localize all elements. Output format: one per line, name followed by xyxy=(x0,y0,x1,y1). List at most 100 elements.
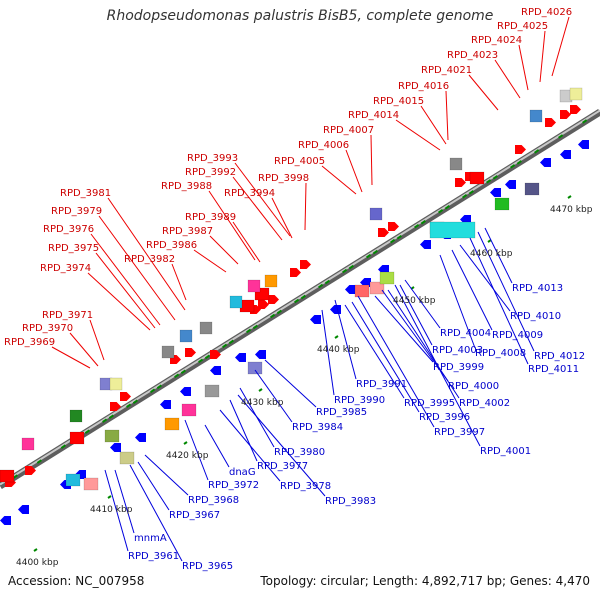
minus-gene-arrow xyxy=(310,315,321,324)
minus-gene-block xyxy=(494,197,510,211)
minus-gene-leader xyxy=(239,387,275,448)
minus-gene-arrow xyxy=(345,285,356,294)
minus-gene-leader xyxy=(477,231,535,352)
minus-gene-label: RPD_4004 xyxy=(440,328,491,339)
minus-gene-block xyxy=(429,221,476,239)
plus-gene-label: RPD_3975 xyxy=(48,243,99,254)
track-tick-outer-plus xyxy=(510,164,516,169)
minus-gene-leader xyxy=(399,284,433,346)
minus-gene-arrow xyxy=(360,278,371,287)
minus-gene-leader xyxy=(469,237,529,365)
minus-gene-leader xyxy=(439,254,476,349)
minus-gene-leader xyxy=(129,464,183,562)
plus-gene-arrow xyxy=(560,110,571,119)
plus-gene-label: RPD_4025 xyxy=(497,21,548,32)
minus-gene-label: RPD_3999 xyxy=(433,362,484,373)
track-tick-outer-minus xyxy=(300,294,306,300)
minus-gene-leader xyxy=(321,309,335,396)
genome-title: Rhodopseudomonas palustris BisB5, comple… xyxy=(106,8,494,24)
plus-gene-arrow xyxy=(210,350,221,359)
minus-gene-leader xyxy=(381,289,449,382)
plus-gene-label: RPD_3988 xyxy=(161,181,212,192)
plus-gene-block xyxy=(529,109,543,123)
plus-gene-leader xyxy=(539,30,546,83)
plus-gene-leader xyxy=(304,182,307,231)
plus-gene-label: RPD_3993 xyxy=(187,153,238,164)
plus-gene-label: RPD_3979 xyxy=(51,206,102,217)
minus-gene-label: RPD_4003 xyxy=(432,345,483,356)
track-tick-outer-minus xyxy=(108,414,114,419)
minus-gene-label: RPD_4009 xyxy=(492,330,543,341)
plus-gene-leader xyxy=(395,119,441,151)
minus-gene-block xyxy=(65,473,81,487)
plus-gene-leader xyxy=(193,249,227,273)
plus-gene-arrow xyxy=(570,105,581,114)
minus-gene-leader xyxy=(114,469,135,534)
plus-gene-label: RPD_3971 xyxy=(42,310,93,321)
minus-gene-leader xyxy=(357,295,435,428)
minus-gene-leader xyxy=(387,289,460,399)
track-tick-outer-minus xyxy=(348,264,354,270)
minus-gene-arrow xyxy=(18,505,29,514)
track-tick-outer-plus xyxy=(462,194,468,199)
track-tick-outer-minus xyxy=(516,160,522,165)
minus-gene-leader xyxy=(404,279,441,329)
label-layer: 4400 kbp 4410 kbp 4420 kbp 4430 kbp 4440 kbp… xyxy=(4,7,593,572)
plus-gene-label: RPD_3994 xyxy=(224,188,275,199)
minus-gene-block xyxy=(181,403,197,417)
plus-gene-label: RPD_4016 xyxy=(398,81,449,92)
accession-text: Accession: NC_007958 xyxy=(8,574,145,588)
minus-gene-leader xyxy=(264,359,317,408)
minus-gene-leader xyxy=(451,249,493,331)
track-tick-outer-minus xyxy=(396,234,402,240)
plus-gene-label: RPD_3981 xyxy=(60,188,111,199)
track-tick-outer-plus xyxy=(246,328,252,334)
minus-gene-leader xyxy=(374,295,434,363)
plus-gene-block xyxy=(21,437,35,451)
plus-gene-label: RPD_4026 xyxy=(521,7,572,18)
minus-gene-leader xyxy=(344,304,405,399)
track-tick-outer-plus xyxy=(366,253,372,259)
plus-gene-leader xyxy=(51,346,91,369)
topology-text: Topology: circular; Length: 4,892,717 bp… xyxy=(260,574,590,588)
plus-gene-leader xyxy=(69,332,99,367)
plus-gene-block xyxy=(0,469,15,483)
plus-gene-arrow xyxy=(268,295,279,304)
minus-gene-label: RPD_3980 xyxy=(274,447,325,458)
track-tick-outer-plus xyxy=(294,298,300,304)
minus-gene-label: RPD_3977 xyxy=(257,461,308,472)
minus-gene-arrow xyxy=(0,516,11,525)
minus-gene-leader xyxy=(184,419,209,481)
plus-gene-arrow xyxy=(455,178,466,187)
scale-tick xyxy=(107,495,112,499)
plus-gene-label: RPD_3989 xyxy=(185,212,236,223)
minus-gene-label: RPD_3961 xyxy=(128,551,179,562)
track-tick-outer-plus xyxy=(534,149,540,154)
minus-gene-label: mnmA xyxy=(134,533,167,544)
plus-gene-block xyxy=(179,329,193,343)
minus-gene-block xyxy=(104,429,120,443)
minus-gene-block xyxy=(119,451,135,465)
scale-tick xyxy=(258,388,263,392)
minus-gene-label: RPD_3990 xyxy=(334,395,385,406)
minus-gene-leader xyxy=(137,461,170,511)
minus-gene-block xyxy=(247,361,263,375)
minus-gene-label: RPD_4002 xyxy=(459,398,510,409)
plus-gene-block xyxy=(449,157,463,171)
track-tick-outer-minus xyxy=(420,220,426,225)
plus-gene-label: RPD_4006 xyxy=(298,140,349,151)
track-tick-outer-plus xyxy=(222,343,228,349)
minus-gene-label: RPD_3995 xyxy=(404,398,455,409)
scale-label: 4420 kbp xyxy=(166,451,209,461)
minus-gene-arrow xyxy=(540,158,551,167)
plus-gene-block xyxy=(161,345,175,359)
minus-gene-block xyxy=(379,271,395,285)
minus-gene-leader xyxy=(144,454,189,496)
minus-gene-label: RPD_4010 xyxy=(510,311,561,322)
plus-gene-label: RPD_3982 xyxy=(124,254,175,265)
minus-gene-arrow xyxy=(460,215,471,224)
plus-gene-arrow xyxy=(120,392,131,401)
plus-gene-label: RPD_3992 xyxy=(185,167,236,178)
plus-gene-block xyxy=(109,377,123,391)
